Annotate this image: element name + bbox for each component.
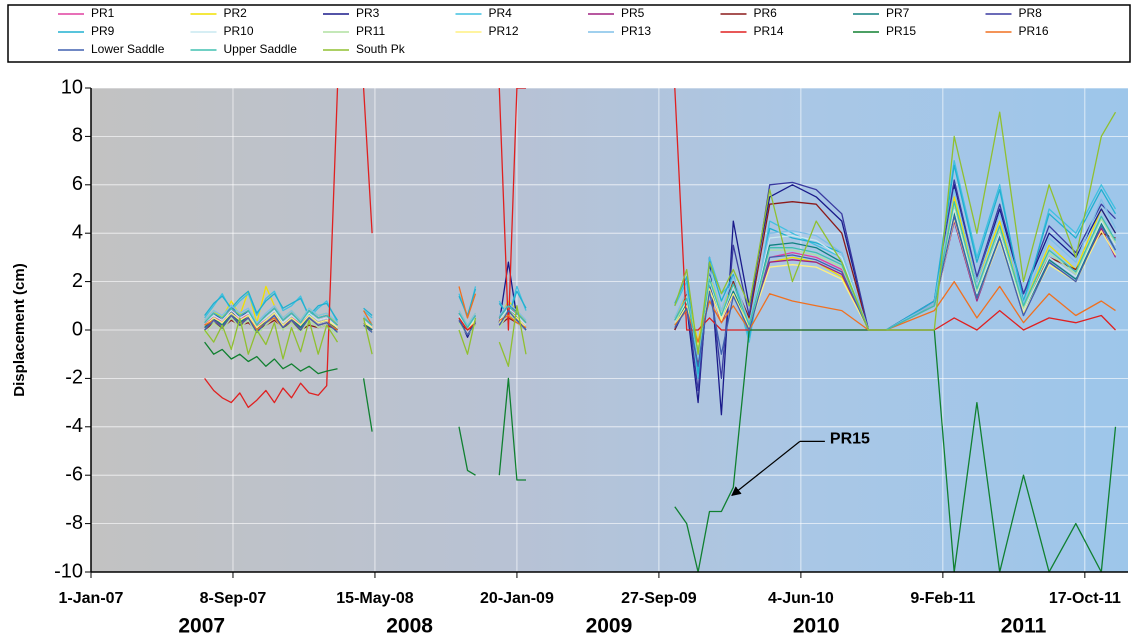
y-tick-label: 2 <box>72 270 83 292</box>
y-axis-label: Displacement (cm) <box>11 263 28 396</box>
legend-label: PR11 <box>356 24 385 38</box>
legend-label: Upper Saddle <box>224 42 298 56</box>
year-label: 2010 <box>793 615 840 638</box>
x-tick-label: 8-Sep-07 <box>200 590 267 607</box>
y-tick-label: 6 <box>72 173 83 195</box>
legend-label: PR16 <box>1019 24 1049 38</box>
x-tick-label: 20-Jan-09 <box>480 590 554 607</box>
legend-box <box>7 4 1131 63</box>
x-tick-label: 1-Jan-07 <box>59 590 124 607</box>
legend-label: PR9 <box>91 24 115 38</box>
legend-label: PR14 <box>754 24 784 38</box>
legend-label: PR12 <box>489 24 519 38</box>
legend-label: PR7 <box>886 6 910 20</box>
legend-label: PR3 <box>356 6 380 20</box>
annotation-arrow <box>731 440 801 496</box>
legend-label: PR10 <box>224 24 254 38</box>
series-line <box>204 329 1117 572</box>
legend-label: PR1 <box>91 6 115 20</box>
x-tick-label: 17-Oct-11 <box>1049 590 1121 607</box>
legend-label: PR4 <box>489 6 513 20</box>
legend-label: PR13 <box>621 24 651 38</box>
year-label: 2007 <box>178 615 225 638</box>
legend-label: PR6 <box>754 6 778 20</box>
x-tick-label: 15-May-08 <box>336 590 413 607</box>
x-tick-label: 4-Jun-10 <box>768 590 834 607</box>
year-label: 2008 <box>386 615 433 638</box>
legend-label: South Pk <box>356 42 406 56</box>
legend-label: PR5 <box>621 6 645 20</box>
y-tick-label: -4 <box>65 415 83 437</box>
series-line <box>204 215 1117 367</box>
series-line <box>204 280 1116 343</box>
y-tick-label: 0 <box>72 318 83 340</box>
series-line <box>204 111 1117 367</box>
y-tick-label: -2 <box>65 367 83 389</box>
y-tick-label: 8 <box>72 125 83 147</box>
y-tick-label: 10 <box>61 76 83 98</box>
series-line <box>204 201 1117 353</box>
y-tick-label: -10 <box>54 560 83 582</box>
legend-label: PR2 <box>224 6 248 20</box>
y-tick-label: -8 <box>65 512 83 534</box>
annotation-label: PR15 <box>830 431 870 448</box>
legend-label: PR8 <box>1019 6 1043 20</box>
y-tick-label: 4 <box>72 221 83 243</box>
x-tick-label: 9-Feb-11 <box>910 590 975 607</box>
series-line <box>204 88 1116 409</box>
x-tick-label: 27-Sep-09 <box>621 590 697 607</box>
y-tick-label: -6 <box>65 463 83 485</box>
year-label: 2011 <box>1001 615 1047 638</box>
legend-label: Lower Saddle <box>91 42 165 56</box>
year-label: 2009 <box>586 615 633 638</box>
legend-label: PR15 <box>886 24 916 38</box>
